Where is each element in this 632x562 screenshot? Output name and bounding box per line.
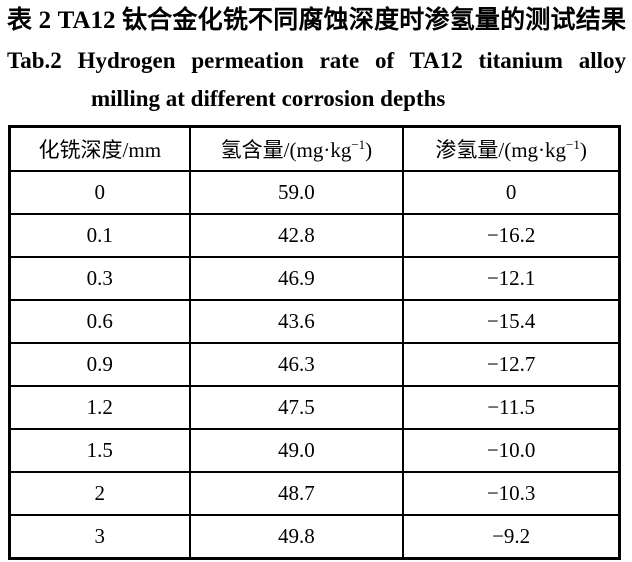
table-cell: 59.0 <box>188 170 405 215</box>
table-caption-english-line2: milling at different corrosion depths <box>91 86 446 111</box>
table-cell: 0.1 <box>8 213 191 258</box>
table-cell: 3 <box>8 514 191 560</box>
header-text: 渗氢量/(mg·kg <box>435 138 567 162</box>
table-row: 1.2 47.5 −11.5 <box>8 385 621 430</box>
table-caption-english-line1: Tab.2 Hydrogen permeation rate of TA12 t… <box>7 48 626 73</box>
table-cell: 49.0 <box>188 428 405 473</box>
table-cell: 0.3 <box>8 256 191 301</box>
header-milling-depth: 化铣深度/mm <box>8 125 191 172</box>
table-caption-chinese: 表 2 TA12 钛合金化铣不同腐蚀深度时渗氢量的测试结果 <box>7 7 626 34</box>
table-row: 0.3 46.9 −12.1 <box>8 256 621 301</box>
header-text: ) <box>579 138 587 162</box>
table-cell: −11.5 <box>402 385 621 430</box>
table-cell: 49.8 <box>188 514 405 560</box>
header-hydrogen-content: 氢含量/(mg·kg−1) <box>188 125 405 172</box>
table-row: 0 59.0 0 <box>8 170 621 215</box>
table-row: 2 48.7 −10.3 <box>8 471 621 516</box>
table-cell: 47.5 <box>188 385 405 430</box>
header-text: 氢含量/(mg·kg <box>220 138 352 162</box>
table-cell: −9.2 <box>402 514 621 560</box>
table-cell: 1.5 <box>8 428 191 473</box>
header-superscript: −1 <box>351 137 366 152</box>
header-text: 化铣深度/mm <box>38 138 162 162</box>
table-row: 3 49.8 −9.2 <box>8 514 621 560</box>
table-cell: 46.3 <box>188 342 405 387</box>
table-cell: 2 <box>8 471 191 516</box>
header-permeation-amount: 渗氢量/(mg·kg−1) <box>402 125 621 172</box>
table-cell: −10.3 <box>402 471 621 516</box>
hydrogen-permeation-table: 化铣深度/mm 氢含量/(mg·kg−1) 渗氢量/(mg·kg−1) 0 59… <box>8 125 621 560</box>
table-cell: 43.6 <box>188 299 405 344</box>
table-cell: 42.8 <box>188 213 405 258</box>
table-cell: 0.9 <box>8 342 191 387</box>
table-cell: 0 <box>8 170 191 215</box>
table-cell: 0.6 <box>8 299 191 344</box>
table-cell: −10.0 <box>402 428 621 473</box>
table-header: 化铣深度/mm 氢含量/(mg·kg−1) 渗氢量/(mg·kg−1) <box>8 125 621 172</box>
table-cell: 46.9 <box>188 256 405 301</box>
header-text: ) <box>365 138 373 162</box>
header-superscript: −1 <box>566 137 580 152</box>
table-header-row: 化铣深度/mm 氢含量/(mg·kg−1) 渗氢量/(mg·kg−1) <box>8 125 621 172</box>
table-cell: 1.2 <box>8 385 191 430</box>
table-cell: −15.4 <box>402 299 621 344</box>
table-body: 0 59.0 0 0.1 42.8 −16.2 0.3 46.9 −12.1 0… <box>8 170 621 560</box>
table-row: 1.5 49.0 −10.0 <box>8 428 621 473</box>
table-cell: −16.2 <box>402 213 621 258</box>
table-cell: −12.7 <box>402 342 621 387</box>
table-row: 0.6 43.6 −15.4 <box>8 299 621 344</box>
table-cell: 48.7 <box>188 471 405 516</box>
table-row: 0.9 46.3 −12.7 <box>8 342 621 387</box>
table-cell: −12.1 <box>402 256 621 301</box>
table-cell: 0 <box>402 170 621 215</box>
table-row: 0.1 42.8 −16.2 <box>8 213 621 258</box>
